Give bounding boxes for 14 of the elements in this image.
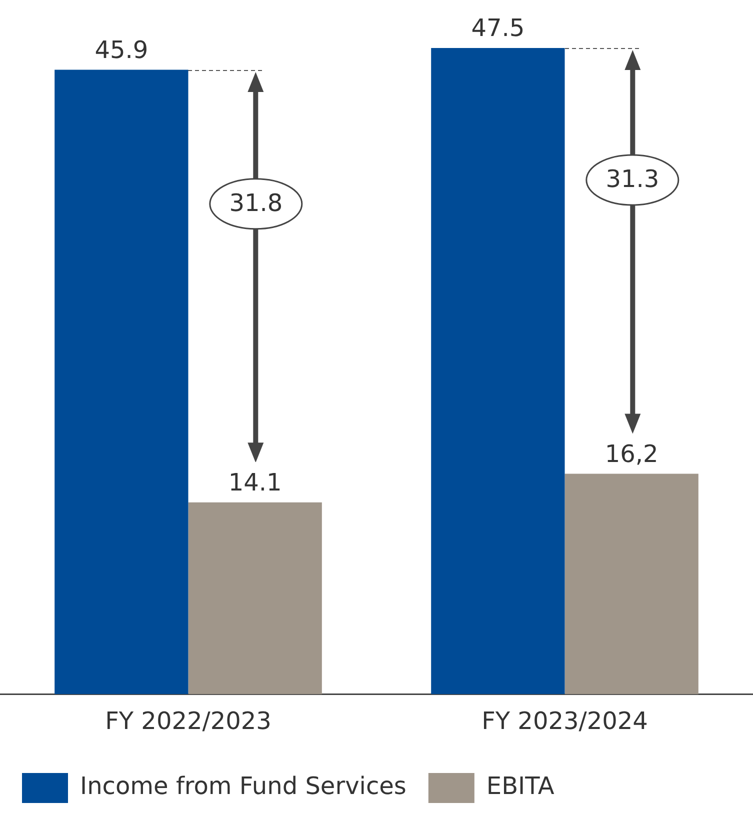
annotation: 31.3 [606, 165, 660, 194]
bar [431, 48, 565, 694]
legend-label: Income from Fund Services [80, 772, 406, 800]
data-label: 16,2 [604, 440, 658, 468]
x-tick-label: FY 2023/2024 [482, 706, 648, 735]
data-label: 45.9 [94, 36, 148, 64]
bar [188, 502, 322, 694]
data-label: 47.5 [471, 14, 525, 42]
bar [54, 70, 188, 694]
annotation: 31.8 [229, 189, 283, 218]
x-tick-label: FY 2022/2023 [105, 706, 272, 735]
legend-label: EBITA [486, 772, 555, 800]
data-label: 14.1 [228, 468, 282, 497]
bar [564, 474, 698, 694]
